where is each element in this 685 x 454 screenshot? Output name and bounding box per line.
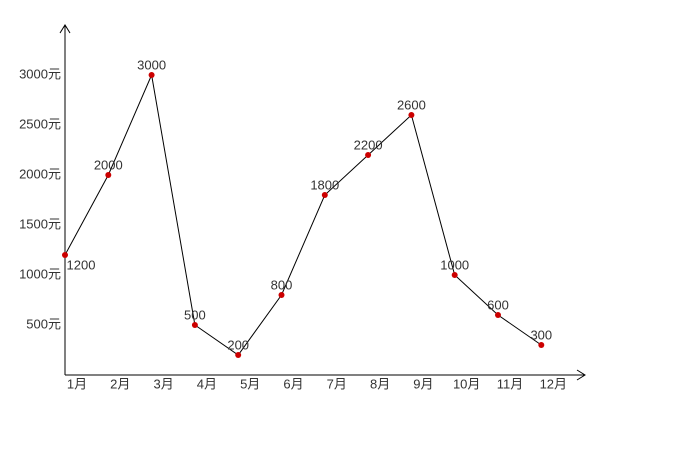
x-tick-label: 2月 (110, 376, 130, 391)
data-label: 300 (530, 327, 552, 342)
data-point (148, 72, 155, 78)
data-point (408, 112, 415, 118)
y-axis-arrow (59, 24, 71, 34)
x-axis-arrow (576, 369, 586, 381)
data-point (321, 192, 328, 198)
data-point (495, 312, 501, 318)
data-point (365, 152, 372, 158)
data-label: 2200 (354, 137, 383, 152)
y-tick-label: 500元 (26, 316, 61, 331)
data-point (105, 172, 112, 178)
data-point (191, 322, 198, 328)
data-label: 600 (487, 297, 509, 312)
x-tick-label: 7月 (327, 376, 347, 391)
data-label: 1000 (440, 257, 469, 272)
y-tick-label: 1500元 (19, 216, 61, 231)
x-tick-label: 11月 (497, 376, 524, 391)
data-point (62, 252, 68, 258)
data-point (235, 352, 242, 358)
data-label: 3000 (137, 57, 166, 72)
y-tick-label: 3000元 (19, 66, 61, 81)
x-tick-label: 3月 (153, 376, 173, 391)
x-tick-label: 4月 (197, 376, 217, 391)
y-tick-label: 1000元 (19, 266, 61, 281)
data-label: 2000 (94, 157, 123, 172)
data-label: 2600 (397, 97, 426, 112)
x-tick-label: 6月 (283, 376, 303, 391)
data-label: 1200 (67, 257, 96, 272)
data-label: 200 (227, 337, 249, 352)
x-tick-label: 10月 (453, 376, 480, 391)
x-tick-label: 9月 (413, 376, 433, 391)
data-label: 1800 (310, 177, 339, 192)
data-point (538, 342, 545, 348)
data-label: 800 (271, 277, 293, 292)
data-point (278, 292, 285, 298)
x-tick-label: 8月 (370, 376, 390, 391)
series-line (64, 73, 542, 356)
x-tick-label: 5月 (240, 376, 260, 391)
data-point (451, 272, 458, 278)
x-tick-label: 1月 (67, 376, 87, 391)
y-tick-label: 2500元 (19, 116, 61, 131)
y-tick-label: 2000元 (19, 166, 61, 181)
x-tick-label: 12月 (540, 376, 567, 391)
data-label: 500 (184, 307, 206, 322)
